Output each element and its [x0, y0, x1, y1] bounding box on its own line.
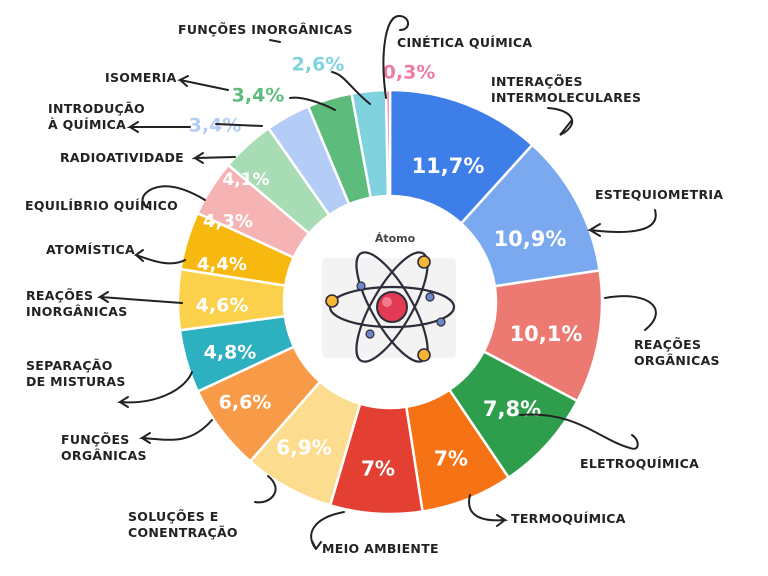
topic-label-termoquimica: TERMOQUÍMICA — [511, 511, 626, 526]
topic-label-solucoes-e-conentracao: SOLUÇÕES E CONENTRAÇÃO — [128, 509, 238, 540]
topic-label-reacoes-inorganicas: REAÇÕES INORGÂNICAS — [26, 288, 128, 319]
value-label-interacoes-intermoleculares: 11,7% — [412, 154, 485, 178]
topic-label-isomeria: ISOMERIA — [105, 70, 177, 85]
leader-arrow-radioatividade — [191, 152, 236, 164]
topic-label-funcoes-organicas: FUNÇÕES ORGÂNICAS — [61, 432, 147, 463]
value-label-estequiometria: 10,9% — [494, 227, 567, 251]
leader-arrow-isomeria — [176, 75, 336, 111]
leader-arrow-meio-ambiente — [310, 511, 345, 550]
topic-label-meio-ambiente: MEIO AMBIENTE — [322, 541, 439, 556]
topic-label-reacoes-organicas: REAÇÕES ORGÂNICAS — [634, 337, 720, 368]
topic-label-radioatividade: RADIOATIVIDADE — [60, 150, 184, 165]
leader-arrow-termoquimica — [468, 494, 509, 527]
leader-arrow-funcoes-inorganicas — [269, 39, 371, 105]
value-label-funcoes-inorganicas: 2,6% — [292, 54, 345, 76]
value-label-cinetica-quimica: 0,3% — [383, 62, 436, 84]
slice-cinetica-quimica — [384, 88, 392, 198]
topic-label-cinetica-quimica: CINÉTICA QUÍMICA — [397, 35, 532, 50]
leader-arrow-solucoes-e-conentracao — [254, 475, 277, 504]
value-label-reacoes-inorganicas: 4,6% — [196, 295, 249, 317]
slices-layer — [176, 88, 604, 516]
center-atom-figure: Átomo — [286, 198, 494, 406]
value-label-isomeria: 3,4% — [232, 85, 285, 107]
labels-layer: 11,7% INTERAÇÕES INTERMOLECULARES 10,9% ESTE… — [25, 15, 723, 556]
leader-arrow-interacoes-intermoleculares — [547, 107, 574, 136]
value-label-separacao-de-misturas: 4,8% — [204, 342, 257, 364]
leader-arrow-separacao-de-misturas — [116, 371, 193, 408]
leader-arrow-introducao-a-quimica — [126, 121, 263, 133]
value-label-reacoes-organicas: 10,1% — [510, 322, 583, 346]
value-label-termoquimica: 7% — [434, 447, 468, 471]
leader-arrow-reacoes-inorganicas — [96, 291, 183, 304]
value-label-meio-ambiente: 7% — [361, 457, 395, 481]
value-label-introducao-a-quimica: 3,4% — [189, 115, 242, 137]
topic-label-separacao-de-misturas: SEPARAÇÃO DE MISTURAS — [26, 358, 126, 389]
leader-arrow-reacoes-organicas — [604, 295, 657, 331]
leader-arrow-atomistica — [133, 249, 186, 265]
value-label-eletroquimica: 7,8% — [483, 397, 541, 421]
leader-arrow-cinetica-quimica — [382, 15, 409, 99]
center-title: Átomo — [375, 232, 416, 245]
value-label-funcoes-organicas: 6,6% — [219, 392, 272, 414]
atom-icon — [325, 251, 456, 363]
leader-arrow-eletroquimica — [519, 413, 639, 450]
topic-label-interacoes-intermoleculares: INTERAÇÕES INTERMOLECULARES — [491, 74, 641, 105]
leader-arrow-estequiometria — [586, 209, 657, 237]
value-label-radioatividade: 4,1% — [222, 170, 269, 190]
topic-label-eletroquimica: ELETROQUÍMICA — [580, 456, 699, 471]
topic-label-atomistica: ATOMÍSTICA — [46, 242, 135, 257]
leader-arrow-equilibrio-quimico — [141, 185, 206, 209]
topic-label-equilibrio-quimico: EQUILÍBRIO QUÍMICO — [25, 198, 178, 213]
topic-label-funcoes-inorganicas: FUNÇÕES INORGÂNICAS — [178, 22, 353, 37]
value-label-atomistica: 4,4% — [197, 254, 247, 275]
topic-label-introducao-a-quimica: INTRODUÇÃO À QUÍMICA — [48, 101, 145, 132]
value-label-solucoes-e-conentracao: 6,9% — [276, 436, 331, 460]
value-label-equilibrio-quimico: 4,3% — [203, 211, 253, 232]
leader-arrow-funcoes-organicas — [138, 419, 213, 444]
topic-label-estequiometria: ESTEQUIOMETRIA — [595, 187, 723, 202]
